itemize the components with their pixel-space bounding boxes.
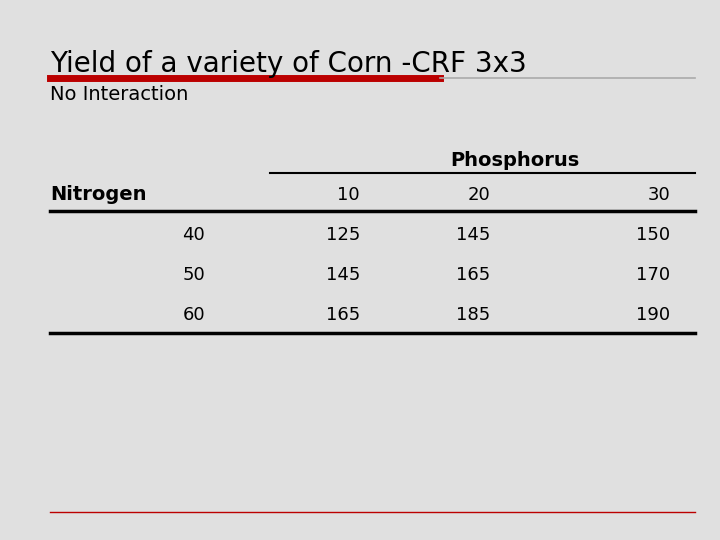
- Text: 145: 145: [456, 226, 490, 244]
- Text: 10: 10: [338, 186, 360, 204]
- Text: Phosphorus: Phosphorus: [451, 151, 580, 170]
- Text: 190: 190: [636, 306, 670, 324]
- Text: 60: 60: [182, 306, 205, 324]
- Text: Nitrogen: Nitrogen: [50, 186, 146, 205]
- Text: Yield of a variety of Corn -CRF 3x3: Yield of a variety of Corn -CRF 3x3: [50, 50, 527, 78]
- Text: 170: 170: [636, 266, 670, 284]
- Text: 165: 165: [325, 306, 360, 324]
- Text: 50: 50: [182, 266, 205, 284]
- Text: 30: 30: [647, 186, 670, 204]
- Text: No Interaction: No Interaction: [50, 85, 189, 104]
- Text: 185: 185: [456, 306, 490, 324]
- Text: 40: 40: [182, 226, 205, 244]
- Text: 125: 125: [325, 226, 360, 244]
- Text: 145: 145: [325, 266, 360, 284]
- Text: 165: 165: [456, 266, 490, 284]
- Text: 150: 150: [636, 226, 670, 244]
- Text: 20: 20: [467, 186, 490, 204]
